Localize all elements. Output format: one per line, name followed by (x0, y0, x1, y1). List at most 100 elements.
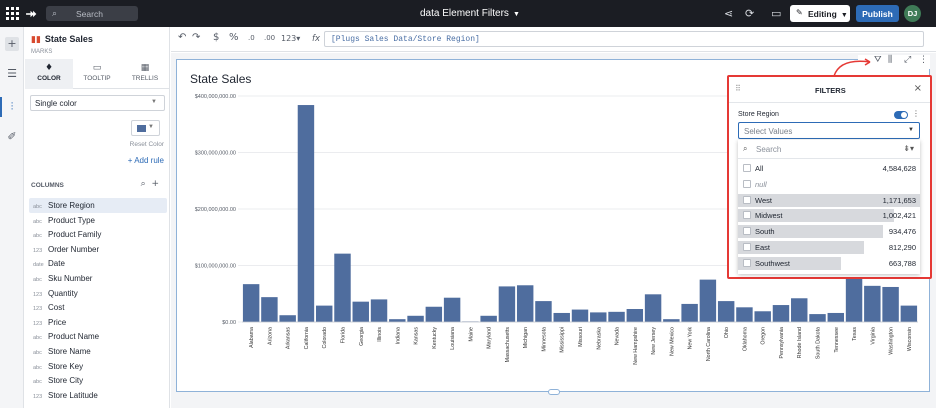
increase-decimals-icon[interactable]: .00 (264, 34, 276, 42)
column-item[interactable]: 123 Order Number (29, 242, 167, 257)
add-column-icon[interactable]: + (151, 179, 159, 189)
formula-input[interactable]: [Plugs Sales Data/Store Region] (324, 31, 924, 47)
column-item[interactable]: abc Store Key (29, 359, 167, 374)
column-item[interactable]: abc Product Name (29, 329, 167, 344)
filter-value-row[interactable]: West 1,171,653 (738, 193, 920, 209)
resize-handle[interactable] (548, 389, 560, 395)
bar (663, 319, 680, 322)
user-avatar[interactable]: DJ (904, 5, 921, 22)
global-search-input[interactable]: ⌕ Search (46, 6, 138, 21)
filter-value-row[interactable]: East 812,290 (738, 240, 920, 256)
filter-value-row[interactable]: South 934,476 (738, 224, 920, 240)
column-name: Product Family (48, 230, 102, 240)
x-tick-label: Oklahoma (742, 327, 748, 351)
search-icon[interactable]: ⌕ (140, 179, 146, 189)
color-swatch (137, 125, 146, 132)
bar (443, 297, 461, 322)
add-element-icon[interactable]: + (5, 37, 19, 51)
x-tick-label: Minnesota (541, 327, 547, 351)
document-title-text: data Element Filters (420, 8, 509, 19)
app-grid-icon[interactable] (6, 7, 19, 20)
column-item[interactable]: abc Store Name (29, 344, 167, 359)
percent-format-icon[interactable]: % (229, 32, 239, 43)
column-type-icon: abc (33, 276, 42, 283)
decrease-decimals-icon[interactable]: .0 (248, 34, 255, 42)
tab-color[interactable]: ♦ COLOR (25, 59, 73, 89)
chart-options-icon[interactable]: ⫼ (888, 55, 893, 65)
filter-value-row[interactable]: Southwest 663,788 (738, 256, 920, 272)
currency-format-icon[interactable]: $ (213, 32, 220, 43)
element-properties-icon[interactable]: ⫶ (10, 100, 14, 113)
share-icon[interactable]: ⋖ (724, 7, 734, 20)
bar (681, 303, 698, 322)
column-item[interactable]: abc Store City (29, 373, 167, 388)
filter-value-list: All 4,584,628 null West 1,171,653 Midwest 1,00… (738, 161, 920, 272)
value-checkbox[interactable] (743, 195, 751, 204)
reset-color-link[interactable]: Reset Color (129, 141, 164, 148)
filter-icon[interactable]: ⛛ (874, 55, 882, 65)
tab-trellis[interactable]: ▦ TRELLIS (121, 59, 169, 89)
x-tick-label: Illinois (377, 327, 383, 342)
add-rule-button[interactable]: + Add rule (127, 156, 164, 165)
filter-value-row[interactable]: null (738, 177, 920, 193)
column-name: Order Number (48, 244, 100, 254)
x-tick-label: Wisconsin (907, 327, 913, 351)
comment-icon[interactable]: ▭ (771, 7, 782, 20)
column-name: Date (48, 259, 65, 269)
column-item[interactable]: 123 Quantity (29, 286, 167, 301)
undo-icon[interactable]: ↶ (178, 32, 187, 43)
expand-icon[interactable]: ⤢ (904, 55, 912, 65)
filter-value-row[interactable]: Midwest 1,002,421 (738, 208, 920, 224)
rail-active-indicator (0, 97, 2, 117)
format-brush-icon[interactable]: ✐ (7, 130, 17, 143)
x-tick-label: Nebraska (596, 327, 602, 350)
color-mode-select[interactable]: Single color ▼ (30, 95, 165, 111)
value-checkbox[interactable] (743, 258, 751, 267)
close-icon[interactable]: × (913, 83, 922, 94)
bar (480, 315, 497, 322)
drag-handle-icon[interactable]: ⠿ (735, 84, 741, 93)
column-item[interactable]: abc Product Type (29, 213, 167, 228)
value-checkbox[interactable] (743, 211, 751, 220)
column-item[interactable]: abc Store Region (29, 198, 167, 213)
more-icon[interactable]: ⋮ (912, 109, 920, 118)
value-frequency-bar (738, 225, 884, 239)
value-frequency-bar (738, 256, 842, 270)
column-item[interactable]: abc Product Family (29, 227, 167, 242)
editing-mode-button[interactable]: ✎ Editing ▼ (790, 5, 850, 22)
filter-values-select[interactable]: Select Values ▼ (738, 122, 920, 139)
column-item[interactable]: abc Sku Number (29, 271, 167, 286)
value-checkbox[interactable] (743, 179, 751, 188)
color-swatch-picker[interactable]: ▼ (131, 120, 160, 136)
redo-icon[interactable]: ↷ (192, 32, 201, 43)
document-title[interactable]: data Element Filters ▼ (420, 8, 520, 19)
bar (827, 312, 845, 322)
sort-icon[interactable]: ⇟▾ (903, 144, 914, 153)
app-logo[interactable]: ⯮ (26, 6, 37, 21)
filter-search-input[interactable]: ⌕ Search ⇟▾ (738, 140, 920, 159)
column-item[interactable]: 123 Store Latitude (29, 388, 167, 403)
value-checkbox[interactable] (743, 164, 751, 172)
column-item[interactable]: 123 Price (29, 315, 167, 330)
value-checkbox[interactable] (743, 227, 751, 236)
number-format-label: 123 (281, 34, 297, 43)
tab-tooltip-label: TOOLTIP (83, 75, 111, 82)
x-tick-label: Michigan (523, 327, 529, 348)
x-tick-label: New Mexico (669, 327, 675, 356)
bar (407, 315, 424, 322)
page-outline-icon[interactable]: ☰ (7, 67, 17, 80)
tab-tooltip[interactable]: ▭ TOOLTIP (73, 59, 121, 89)
column-item[interactable]: 123 Cost (29, 300, 167, 315)
column-item[interactable]: date Date (29, 256, 167, 271)
number-format-select[interactable]: 123▾ (281, 34, 301, 43)
filter-value-row[interactable]: All 4,584,628 (738, 161, 920, 177)
panel-title-text: State Sales (44, 34, 93, 44)
publish-button[interactable]: Publish (856, 5, 899, 22)
panel-title: ▮▮ State Sales (31, 34, 93, 45)
value-checkbox[interactable] (743, 242, 751, 251)
refresh-icon[interactable]: ⟳ (745, 7, 755, 20)
more-icon[interactable]: ⋮ (919, 55, 928, 65)
filter-enabled-toggle[interactable] (894, 111, 908, 119)
value-frequency-bar (738, 193, 920, 207)
pencil-icon: ✎ (796, 8, 803, 17)
